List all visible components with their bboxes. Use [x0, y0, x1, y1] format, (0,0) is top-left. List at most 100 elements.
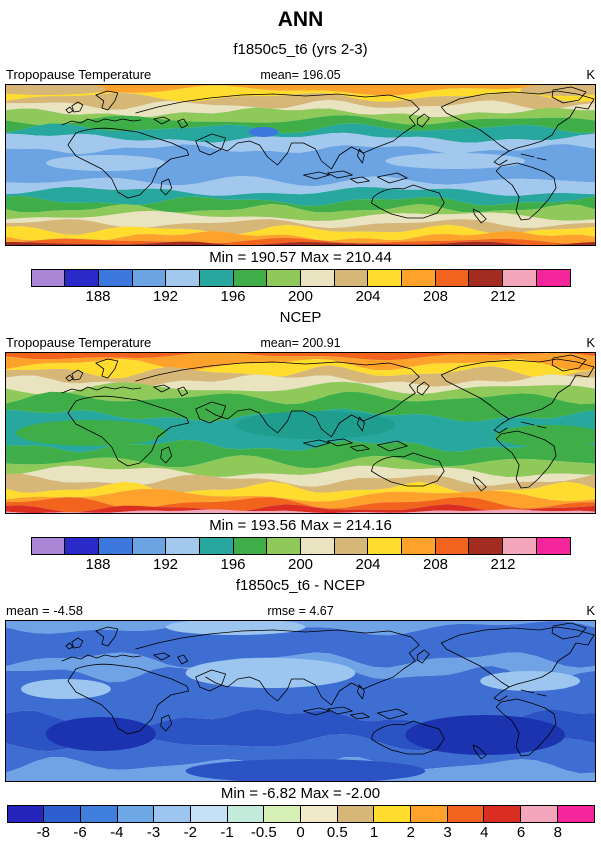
mean-value: mean= 200.91	[260, 336, 341, 350]
contour-band	[6, 481, 595, 502]
contour-band	[6, 734, 595, 774]
colorbar	[6, 805, 595, 823]
contour-band	[6, 107, 595, 126]
colorbar-cell	[166, 538, 200, 554]
colorbar-cell	[199, 270, 234, 286]
colorbar-cell	[98, 538, 133, 554]
colorbar-tick-label: 8	[553, 824, 562, 841]
colorbar-cell	[374, 806, 412, 822]
colorbar-tick-label: 1	[369, 824, 379, 841]
colorbar-tick-label: 208	[422, 288, 449, 305]
contour-blob	[6, 85, 106, 95]
colorbar-tick-label: 2	[406, 824, 415, 841]
colorbar-cell	[44, 806, 81, 822]
colorbar-cell	[132, 538, 167, 554]
panel-diff-header: mean = -4.58 rmse = 4.67 K	[6, 601, 595, 618]
panel-model-header: Tropopause Temperature mean= 196.05 K	[6, 65, 595, 82]
colorbar-cell	[301, 270, 335, 286]
contour-band	[6, 115, 595, 134]
colorbar-cell	[469, 538, 504, 554]
minmax-label: Min = 193.56 Max = 214.16	[209, 517, 392, 534]
colorbar-cell	[117, 806, 155, 822]
contour-blob	[235, 411, 396, 439]
colorbar-block: 188 192 196 200 204 208 212	[30, 269, 571, 305]
colorbar-cell	[227, 806, 265, 822]
figure-title: ANN	[277, 8, 324, 31]
colorbar-tick-label: 188	[85, 556, 111, 573]
contour-band	[6, 664, 595, 726]
colorbar-cell	[199, 538, 234, 554]
contour-band	[6, 465, 595, 487]
contour-band	[6, 359, 595, 379]
variable-label: Tropopause Temperature	[6, 67, 152, 82]
contour-band	[6, 353, 595, 361]
colorbar-cell	[484, 806, 522, 822]
colorbar-tick-label: 192	[152, 556, 179, 573]
contour-band	[6, 85, 595, 96]
panel-model: Tropopause Temperature mean= 196.05 K Mi…	[0, 65, 601, 305]
colorbar-tick-label: 212	[490, 556, 516, 573]
colorbar-tick-label: 208	[422, 556, 449, 573]
colorbar-tick-label: -4	[110, 824, 124, 841]
variable-label: Tropopause Temperature	[6, 335, 152, 350]
colorbar-tick-label: 0	[296, 824, 305, 841]
contour-blob	[385, 153, 526, 169]
colorbar-cell	[536, 270, 570, 286]
contour-blob	[20, 679, 111, 699]
colorbar-tick-row: 188 192 196 200 204 208 212	[31, 555, 571, 573]
contour-band	[6, 211, 595, 229]
contour-band	[6, 381, 595, 405]
colorbar-tick-label: 4	[480, 824, 489, 841]
colorbar-cell	[267, 538, 301, 554]
contour-band	[6, 391, 595, 422]
colorbar-cell	[334, 270, 369, 286]
colorbar-cell	[190, 806, 228, 822]
colorbar-block: -8 -6 -4 -3 -2 -1 -0.5 0 0.5 1 2 3 4 6 8	[6, 805, 595, 841]
colorbar-cell	[435, 270, 470, 286]
contour-band	[6, 504, 595, 513]
contour-blob	[405, 715, 566, 755]
colorbar-cell	[368, 538, 403, 554]
colorbar-tick-label: 6	[516, 824, 526, 841]
colorbar-tick-label: 204	[355, 556, 381, 573]
contour-blob	[45, 717, 156, 751]
contour-band	[6, 353, 595, 371]
units-label: K	[586, 67, 595, 82]
colorbar-block: 188 192 196 200 204 208 212	[30, 537, 571, 573]
colorbar-tick-label: -8	[36, 824, 50, 841]
colorbar-cell	[402, 270, 436, 286]
contour-blob	[495, 425, 595, 447]
contour-band	[6, 621, 595, 636]
contour-band	[6, 455, 595, 477]
mean-value: mean = -4.58	[6, 603, 83, 618]
colorbar-cell	[154, 806, 191, 822]
contour-band	[6, 488, 595, 509]
ncep-section-title: NCEP	[279, 309, 322, 326]
colorbar-tick-label: 3	[443, 824, 452, 841]
diff-section-title: f1850c5_t6 - NCEP	[235, 577, 366, 594]
colorbar	[30, 537, 571, 555]
colorbar-cell	[301, 806, 338, 822]
colorbar-tick-label: 192	[152, 288, 179, 305]
colorbar-cell	[233, 270, 268, 286]
colorbar-cell	[521, 806, 558, 822]
colorbar-cell	[301, 538, 335, 554]
contour-band	[6, 237, 595, 245]
contour-band	[6, 224, 595, 241]
contour-band	[6, 621, 595, 668]
colorbar-tick-label: 188	[85, 288, 111, 305]
colorbar-tick-row: 188 192 196 200 204 208 212	[31, 287, 571, 305]
colorbar-cell	[447, 806, 485, 822]
colorbar-cell	[334, 538, 369, 554]
model-map	[5, 84, 596, 246]
case-subtitle: f1850c5_t6 (yrs 2-3)	[233, 41, 368, 58]
colorbar-cell	[435, 538, 470, 554]
contour-blob	[520, 85, 595, 96]
contour-band	[6, 85, 595, 102]
contour-band	[6, 93, 595, 110]
contour-blob	[15, 420, 166, 446]
rmse-value: rmse = 4.67	[267, 604, 334, 618]
colorbar-tick-label: -0.5	[250, 824, 277, 841]
colorbar-cell	[65, 538, 99, 554]
minmax-label: Min = 190.57 Max = 210.44	[209, 249, 392, 266]
